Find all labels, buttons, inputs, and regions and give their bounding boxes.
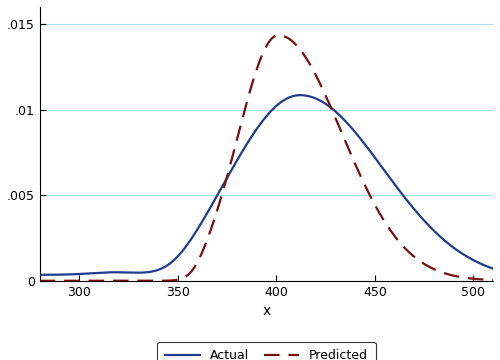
Actual bbox=[239, 150, 245, 154]
Predicted bbox=[239, 118, 245, 122]
Actual bbox=[252, 130, 258, 134]
Actual bbox=[42, 273, 48, 277]
Actual bbox=[17, 273, 23, 277]
Predicted bbox=[486, 278, 492, 282]
X-axis label: x: x bbox=[262, 304, 270, 318]
Predicted bbox=[486, 278, 492, 282]
Actual bbox=[297, 93, 303, 97]
Line: Predicted: Predicted bbox=[20, 35, 500, 281]
Predicted bbox=[276, 33, 281, 37]
Actual bbox=[486, 265, 492, 269]
Predicted bbox=[398, 241, 404, 246]
Line: Actual: Actual bbox=[20, 95, 500, 275]
Predicted bbox=[252, 73, 258, 77]
Actual bbox=[486, 265, 492, 269]
Legend: Actual, Predicted: Actual, Predicted bbox=[158, 342, 376, 360]
Predicted bbox=[42, 279, 48, 283]
Predicted bbox=[17, 279, 23, 283]
Actual bbox=[398, 190, 404, 194]
